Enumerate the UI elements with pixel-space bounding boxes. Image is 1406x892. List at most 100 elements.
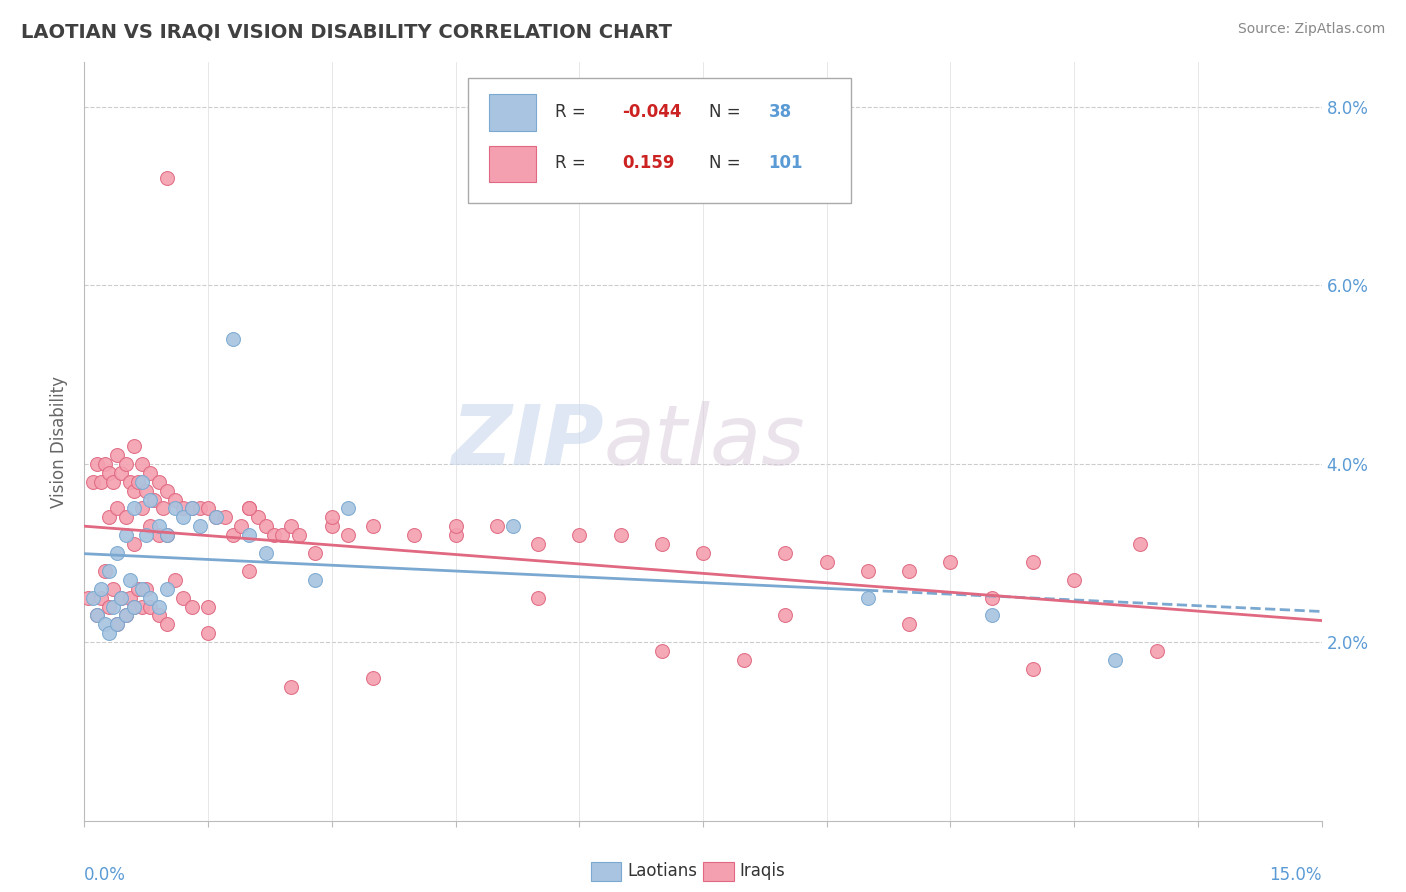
Point (1063, 573, 1085, 587)
Text: Source: ZipAtlas.com: Source: ZipAtlas.com (1237, 22, 1385, 37)
Point (898, 617, 921, 632)
Y-axis label: Vision Disability: Vision Disability (51, 376, 69, 508)
Point (156, 617, 179, 632)
Point (122, 439, 145, 453)
Point (165, 501, 187, 516)
Text: R =: R = (554, 154, 591, 172)
Point (939, 555, 962, 569)
Point (103, 599, 125, 614)
Point (271, 528, 294, 542)
Point (180, 599, 202, 614)
Text: Iraqis: Iraqis (740, 863, 786, 880)
Point (135, 528, 157, 542)
Point (214, 510, 236, 524)
Text: N =: N = (709, 154, 747, 172)
Point (127, 582, 149, 596)
Point (105, 617, 128, 632)
Point (404, 528, 426, 542)
Point (321, 510, 343, 524)
Point (82, 591, 104, 605)
Point (139, 591, 162, 605)
Point (188, 519, 211, 533)
Point (856, 564, 879, 578)
Point (98, 466, 121, 480)
Point (156, 582, 179, 596)
Point (122, 599, 145, 614)
Point (172, 591, 194, 605)
Text: 0.0%: 0.0% (84, 866, 127, 884)
Point (139, 599, 162, 614)
Point (205, 510, 228, 524)
Point (122, 537, 145, 551)
Point (568, 528, 591, 542)
Point (148, 519, 170, 533)
Point (856, 591, 879, 605)
Point (527, 537, 550, 551)
Point (90, 475, 112, 489)
Point (131, 582, 153, 596)
Point (222, 332, 245, 346)
Point (152, 501, 174, 516)
Point (980, 591, 1002, 605)
Point (321, 519, 343, 533)
Point (114, 457, 136, 471)
Point (131, 457, 153, 471)
Point (77, 591, 100, 605)
Point (118, 591, 141, 605)
Point (139, 519, 162, 533)
Point (815, 555, 838, 569)
Point (114, 510, 136, 524)
Point (94, 617, 117, 632)
Text: 101: 101 (769, 154, 803, 172)
Point (238, 501, 260, 516)
Point (172, 510, 194, 524)
Point (148, 528, 170, 542)
Point (609, 528, 631, 542)
Point (105, 617, 128, 632)
Point (1129, 537, 1152, 551)
Point (86, 608, 108, 623)
Point (238, 528, 260, 542)
Text: Laotians: Laotians (627, 863, 697, 880)
Point (485, 519, 508, 533)
Point (361, 671, 384, 685)
Point (361, 519, 384, 533)
Point (98, 564, 121, 578)
Point (156, 528, 179, 542)
Point (86, 457, 108, 471)
Point (1022, 662, 1045, 676)
Text: atlas: atlas (605, 401, 806, 482)
Point (238, 501, 260, 516)
Point (94, 457, 117, 471)
Point (165, 492, 187, 507)
Point (197, 599, 219, 614)
Point (229, 519, 252, 533)
Point (527, 591, 550, 605)
Point (288, 528, 311, 542)
Point (197, 501, 219, 516)
Point (114, 608, 136, 623)
Point (110, 591, 132, 605)
Point (135, 483, 157, 498)
Text: 38: 38 (769, 103, 792, 120)
Text: LAOTIAN VS IRAQI VISION DISABILITY CORRELATION CHART: LAOTIAN VS IRAQI VISION DISABILITY CORRE… (21, 22, 672, 41)
Point (172, 501, 194, 516)
Point (280, 680, 302, 694)
Point (110, 591, 132, 605)
Text: 15.0%: 15.0% (1270, 866, 1322, 884)
Point (156, 483, 179, 498)
Point (82, 475, 104, 489)
Point (110, 466, 132, 480)
Point (105, 448, 128, 462)
Point (122, 501, 145, 516)
Point (98, 626, 121, 640)
Point (263, 528, 285, 542)
Point (733, 653, 755, 667)
Point (118, 573, 141, 587)
Point (775, 546, 797, 560)
Point (105, 546, 128, 560)
Point (131, 501, 153, 516)
Point (131, 475, 153, 489)
Point (86, 608, 108, 623)
Point (103, 475, 125, 489)
